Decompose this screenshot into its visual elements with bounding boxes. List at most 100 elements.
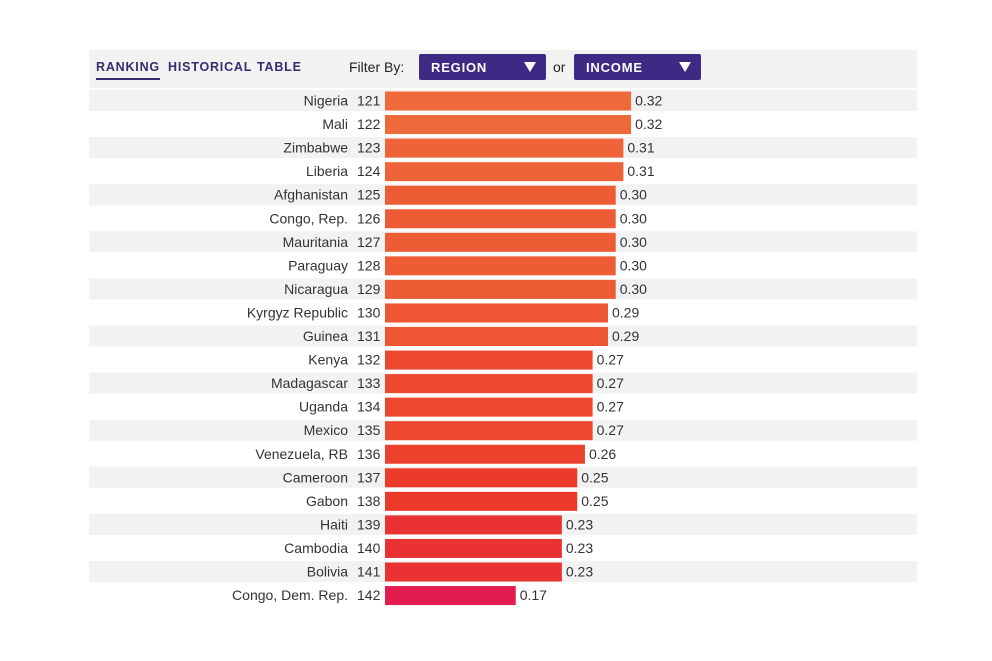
- value-label: 0.25: [581, 469, 608, 485]
- country-label: Gabon: [306, 493, 348, 509]
- bar: [385, 491, 578, 511]
- region-dropdown-label: REGION: [431, 60, 488, 75]
- bar: [385, 515, 562, 535]
- chevron-down-icon: [679, 62, 691, 72]
- value-label: 0.27: [597, 399, 624, 415]
- chevron-down-icon: [524, 62, 536, 72]
- bar: [385, 115, 632, 135]
- rank-label: 137: [357, 469, 381, 485]
- country-label: Uganda: [299, 399, 348, 415]
- filter-label: Filter By:: [349, 59, 405, 75]
- country-label: Congo, Dem. Rep.: [232, 587, 348, 603]
- rank-label: 135: [357, 422, 381, 438]
- bar: [385, 374, 593, 394]
- rank-label: 142: [357, 587, 381, 603]
- country-label: Haiti: [320, 516, 348, 532]
- bar: [385, 91, 632, 111]
- rank-label: 140: [357, 540, 381, 556]
- value-label: 0.32: [635, 93, 662, 109]
- value-label: 0.30: [620, 187, 647, 203]
- country-label: Guinea: [303, 328, 348, 344]
- bar: [385, 232, 616, 252]
- rank-label: 136: [357, 446, 381, 462]
- value-label: 0.30: [620, 281, 647, 297]
- bar: [385, 538, 562, 558]
- tab-historical[interactable]: HISTORICAL: [168, 60, 253, 74]
- bar: [385, 468, 578, 488]
- country-label: Cambodia: [284, 540, 348, 556]
- bar: [385, 562, 562, 582]
- country-label: Zimbabwe: [283, 140, 348, 156]
- rank-label: 130: [357, 304, 381, 320]
- rank-label: 127: [357, 234, 381, 250]
- country-label: Bolivia: [307, 564, 348, 580]
- value-label: 0.29: [612, 304, 639, 320]
- country-label: Nigeria: [304, 93, 349, 109]
- value-label: 0.23: [566, 516, 593, 532]
- rank-label: 129: [357, 281, 381, 297]
- rank-label: 132: [357, 352, 381, 368]
- value-label: 0.23: [566, 564, 593, 580]
- rank-label: 122: [357, 116, 381, 132]
- income-dropdown[interactable]: INCOME: [574, 54, 701, 80]
- rank-label: 131: [357, 328, 381, 344]
- country-label: Mauritania: [283, 234, 349, 250]
- country-label: Congo, Rep.: [269, 210, 348, 226]
- rank-label: 139: [357, 516, 381, 532]
- value-label: 0.31: [627, 140, 654, 156]
- bar: [385, 209, 616, 229]
- bar: [385, 185, 616, 205]
- value-label: 0.23: [566, 540, 593, 556]
- rank-label: 125: [357, 187, 381, 203]
- value-label: 0.25: [581, 493, 608, 509]
- rank-label: 134: [357, 399, 381, 415]
- country-label: Afghanistan: [274, 187, 348, 203]
- bar: [385, 586, 516, 606]
- country-label: Mali: [322, 116, 348, 132]
- value-label: 0.29: [612, 328, 639, 344]
- rank-label: 124: [357, 163, 381, 179]
- bar: [385, 279, 616, 299]
- rank-label: 141: [357, 564, 381, 580]
- bar: [385, 350, 593, 370]
- country-label: Venezuela, RB: [255, 446, 348, 462]
- country-label: Madagascar: [271, 375, 348, 391]
- value-label: 0.30: [620, 210, 647, 226]
- country-label: Kyrgyz Republic: [247, 304, 348, 320]
- value-label: 0.30: [620, 234, 647, 250]
- bar: [385, 138, 624, 158]
- bar: [385, 421, 593, 441]
- value-label: 0.27: [597, 352, 624, 368]
- country-label: Mexico: [304, 422, 349, 438]
- country-label: Kenya: [308, 352, 348, 368]
- rank-label: 126: [357, 210, 381, 226]
- country-label: Liberia: [306, 163, 348, 179]
- bar: [385, 444, 585, 464]
- income-dropdown-label: INCOME: [586, 60, 643, 75]
- or-label: or: [553, 59, 566, 75]
- country-label: Cameroon: [283, 469, 348, 485]
- region-dropdown[interactable]: REGION: [419, 54, 546, 80]
- value-label: 0.17: [520, 587, 547, 603]
- rank-label: 128: [357, 257, 381, 273]
- value-label: 0.30: [620, 257, 647, 273]
- bar: [385, 303, 609, 323]
- tab-ranking[interactable]: RANKING: [96, 60, 160, 80]
- rank-label: 138: [357, 493, 381, 509]
- country-label: Paraguay: [288, 257, 348, 273]
- bar: [385, 256, 616, 276]
- value-label: 0.31: [627, 163, 654, 179]
- rank-label: 123: [357, 140, 381, 156]
- rank-label: 133: [357, 375, 381, 391]
- country-label: Nicaragua: [284, 281, 348, 297]
- value-label: 0.26: [589, 446, 616, 462]
- bar: [385, 327, 609, 346]
- value-label: 0.32: [635, 116, 662, 132]
- bar: [385, 162, 624, 182]
- value-label: 0.27: [597, 422, 624, 438]
- value-label: 0.27: [597, 375, 624, 391]
- bar: [385, 397, 593, 417]
- rank-label: 121: [357, 93, 381, 109]
- tab-table[interactable]: TABLE: [257, 60, 302, 74]
